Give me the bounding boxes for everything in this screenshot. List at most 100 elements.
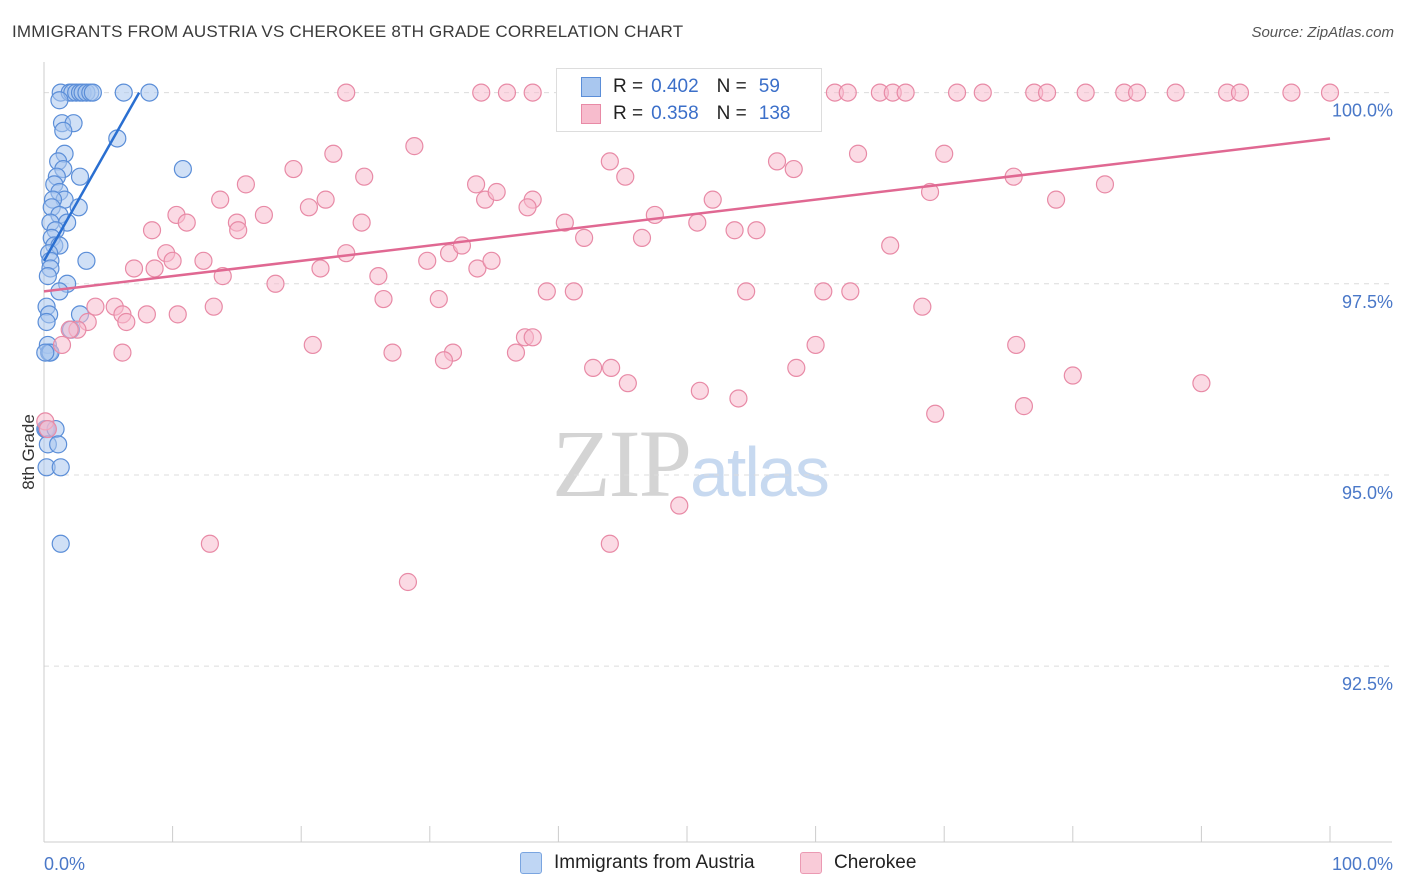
legend-n-value-austria: 59	[758, 76, 780, 97]
x-tick-label: 100.0%	[1332, 854, 1393, 874]
series-austria	[36, 83, 192, 553]
cherokee-point	[117, 312, 136, 332]
cherokee-point	[429, 289, 448, 309]
cherokee-point	[600, 152, 619, 171]
cherokee-point	[973, 83, 992, 102]
cherokee-point	[145, 259, 164, 278]
austria-point	[37, 312, 56, 332]
cherokee-point	[254, 205, 274, 225]
austria-point	[77, 251, 96, 270]
cherokee-point	[881, 236, 900, 255]
cherokee-point	[60, 320, 79, 339]
cherokee-point	[537, 282, 556, 301]
cherokee-point	[670, 496, 689, 515]
cherokee-point	[200, 534, 219, 553]
cherokee-point	[703, 190, 722, 209]
legend-row-austria: R = 0.402 N = 59	[581, 75, 780, 99]
cherokee-trend-line	[43, 137, 1331, 293]
cherokee-point	[767, 152, 787, 171]
y-tick-label: 100.0%	[1332, 101, 1393, 121]
cherokee-point	[896, 83, 915, 102]
legend-swatch-cherokee	[800, 852, 822, 874]
cherokee-point	[369, 267, 388, 286]
cherokee-point	[1046, 190, 1066, 209]
cherokee-point	[374, 289, 393, 309]
legend-r-value-austria: 0.402	[651, 76, 699, 97]
legend-item-cherokee[interactable]: Cherokee	[800, 852, 916, 874]
cherokee-point	[518, 198, 537, 217]
cherokee-point	[506, 343, 526, 362]
cherokee-point	[600, 534, 619, 553]
cherokee-point	[784, 159, 803, 179]
y-axis-label: 8th Grade	[19, 414, 38, 490]
y-tick-label: 92.5%	[1342, 674, 1393, 694]
cherokee-point	[926, 404, 945, 423]
austria-point	[49, 435, 68, 454]
legend-n-value-cherokee: 138	[758, 103, 791, 124]
cherokee-point	[645, 205, 664, 225]
cherokee-point	[466, 175, 486, 194]
cherokee-point	[688, 213, 707, 232]
cherokee-point	[564, 282, 583, 301]
austria-point	[38, 267, 57, 286]
cherokee-point	[555, 213, 574, 232]
cherokee-point	[1037, 83, 1057, 102]
cherokee-point	[947, 83, 967, 102]
legend-label-austria: Immigrants from Austria	[554, 852, 755, 873]
correlation-legend: R = 0.402 N = 59 R = 0.358 N = 138	[556, 68, 822, 132]
austria-point	[54, 121, 73, 140]
cherokee-point	[482, 251, 501, 270]
cherokee-point	[523, 83, 542, 102]
cherokee-point	[616, 167, 635, 186]
austria-point	[50, 91, 69, 110]
cherokee-point	[602, 358, 621, 377]
austria-point	[83, 83, 102, 102]
austria-point	[173, 159, 192, 179]
cherokee-point	[472, 83, 491, 102]
cherokee-point	[497, 83, 517, 102]
cherokee-point	[177, 213, 196, 232]
cherokee-point	[266, 274, 285, 293]
cherokee-point	[52, 335, 72, 355]
cherokee-point	[1076, 83, 1095, 102]
legend-swatch-austria	[581, 77, 601, 97]
cherokee-point	[729, 389, 748, 408]
cherokee-point	[841, 282, 860, 301]
legend-r-value-cherokee: 0.358	[651, 103, 699, 124]
cherokee-point	[337, 83, 356, 102]
cherokee-point	[523, 328, 542, 347]
cherokee-point	[418, 251, 437, 270]
y-tick-label: 97.5%	[1342, 292, 1393, 312]
cherokee-point	[1095, 175, 1115, 194]
cherokee-point	[632, 228, 652, 247]
cherokee-point	[787, 358, 806, 377]
trend-lines	[42, 91, 1331, 293]
source-label: Source: ZipAtlas.com	[1251, 24, 1394, 41]
legend-r-label: R =	[613, 76, 644, 97]
cherokee-point	[487, 182, 506, 202]
cherokee-point	[584, 358, 603, 377]
cherokee-point	[352, 213, 371, 232]
cherokee-point	[311, 259, 330, 278]
cherokee-point	[690, 381, 709, 400]
cherokee-point	[1007, 335, 1026, 355]
watermark-atlas: atlas	[690, 433, 830, 511]
axis-labels: 100.0% 97.5% 95.0% 92.5% 0.0% 100.0% 8th Grade	[19, 101, 1393, 874]
cherokee-point	[434, 351, 454, 370]
legend-n-label: N =	[716, 103, 747, 124]
y-tick-label: 95.0%	[1342, 483, 1393, 503]
austria-point	[51, 534, 70, 553]
cherokee-point	[814, 282, 833, 301]
chart-title: IMMIGRANTS FROM AUSTRIA VS CHEROKEE 8TH …	[12, 22, 684, 41]
cherokee-point	[284, 159, 303, 179]
cherokee-point	[204, 297, 223, 316]
legend-label-cherokee: Cherokee	[834, 852, 917, 873]
legend-item-austria[interactable]: Immigrants from Austria	[520, 852, 755, 874]
cherokee-point	[838, 83, 857, 102]
cherokee-point	[194, 251, 213, 270]
cherokee-point	[383, 343, 402, 362]
cherokee-point	[1230, 83, 1250, 102]
cherokee-point	[1320, 83, 1340, 102]
cherokee-point	[303, 335, 322, 355]
